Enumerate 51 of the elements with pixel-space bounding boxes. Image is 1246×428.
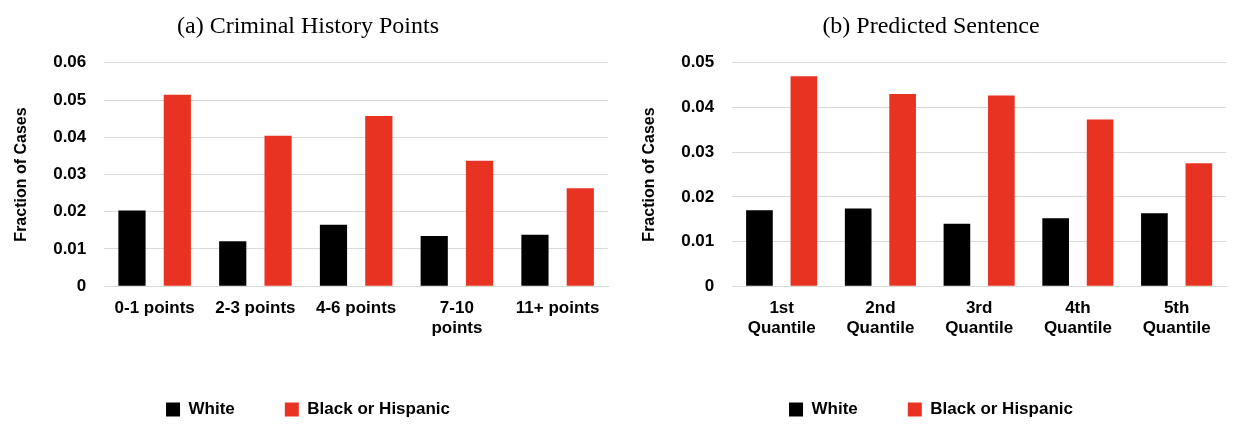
bar [566, 188, 594, 286]
y-tick-label: 0.06 [53, 52, 87, 72]
y-tick-label: 0.01 [681, 231, 715, 251]
y-tick-label: 0.01 [53, 238, 87, 258]
y-tick-label: 0 [76, 275, 87, 295]
chart-title: (b) Predicted Sentence [822, 11, 1040, 38]
x-tick-label: 0-1 points [114, 298, 195, 318]
x-tick-label: 1st Quantile [747, 298, 816, 338]
bar [118, 210, 146, 286]
bar [1185, 163, 1213, 286]
y-tick-label: 0.03 [53, 164, 87, 184]
bar [365, 116, 393, 286]
bar [988, 95, 1015, 286]
y-tick-label: 0.02 [681, 186, 715, 206]
bar [1086, 119, 1114, 286]
legend-label: Black or Hispanic [307, 399, 450, 419]
y-tick-label: 0 [704, 275, 715, 295]
x-tick-label: 2nd Quantile [846, 298, 915, 338]
y-tick-label: 0.05 [681, 52, 715, 72]
x-tick-label: 2-3 points [215, 298, 296, 318]
bar [790, 76, 818, 286]
legend-label: White [188, 399, 235, 419]
x-tick-label: 3rd Quantile [945, 298, 1014, 338]
bar [420, 235, 448, 286]
y-tick-label: 0.04 [681, 97, 715, 117]
y-axis-title: Fraction of Cases [640, 107, 658, 242]
y-axis-title: Fraction of Cases [12, 107, 30, 242]
bar [844, 208, 872, 286]
bar [1042, 218, 1069, 286]
y-tick-label: 0.05 [53, 89, 87, 109]
x-tick-label: 7-10 points [431, 298, 483, 338]
bar [746, 210, 773, 286]
y-tick-label: 0.04 [53, 126, 87, 146]
bar [943, 223, 971, 286]
x-tick-label: 11+ points [515, 298, 600, 318]
bar [219, 241, 247, 286]
x-tick-label: 4-6 points [316, 298, 397, 318]
legend-label: Black or Hispanic [930, 399, 1073, 419]
bar [465, 160, 494, 286]
y-tick-label: 0.03 [681, 141, 715, 161]
bar [889, 94, 916, 286]
bar [264, 135, 292, 286]
x-tick-label: 5th Quantile [1142, 298, 1211, 338]
bar [319, 224, 348, 286]
chart-title: (a) Criminal History Points [177, 11, 439, 38]
x-tick-label: 4th Quantile [1043, 298, 1112, 338]
legend-label: White [811, 399, 858, 419]
bar [163, 94, 191, 286]
y-tick-label: 0.02 [53, 201, 87, 221]
bar [1141, 213, 1168, 286]
bar [521, 234, 549, 286]
